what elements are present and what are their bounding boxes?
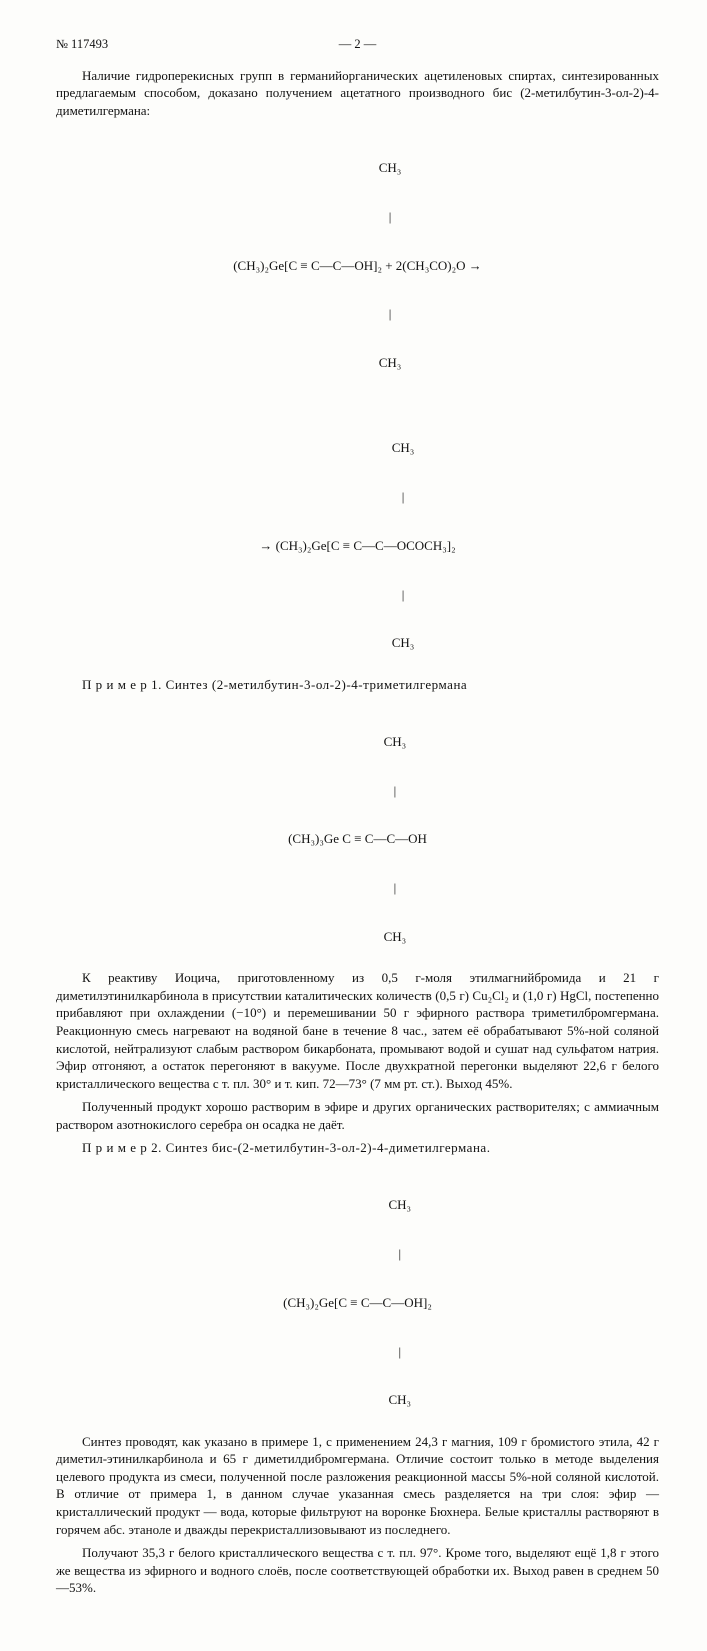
example-1-paragraph-1: К реактиву Иоцича, приготовленному из 0,… <box>56 969 659 1092</box>
structure-formula-1: CH₃ | (CH₃)₃Ge C ≡ C—C—OH | CH₃ <box>56 701 659 961</box>
formula1-l4: | <box>56 306 659 322</box>
formula2-l2: | <box>56 783 659 799</box>
page-number: — 2 — <box>108 36 607 53</box>
formula1-l8: → (CH₃)₂Ge[C ≡ C—C—OCOCH₃]₂ <box>56 538 659 554</box>
formula1-l9: | <box>56 587 659 603</box>
formula1-l1: CH₃ <box>56 160 659 176</box>
formula1-gap <box>56 404 659 408</box>
formula1-l3: (CH₃)₂Ge[C ≡ C—C—OH]₂ + 2(CH₃CO)₂O → <box>56 258 659 274</box>
formula3-l5: CH₃ <box>56 1392 659 1408</box>
formula1-l6: CH₃ <box>56 440 659 456</box>
formula1-l10: CH₃ <box>56 635 659 651</box>
formula2-l1: CH₃ <box>56 734 659 750</box>
formula3-l1: CH₃ <box>56 1197 659 1213</box>
formula3-l3: (CH₃)₂Ge[C ≡ C—C—OH]₂ <box>56 1295 659 1311</box>
formula2-l5: CH₃ <box>56 929 659 945</box>
formula2-l3: (CH₃)₃Ge C ≡ C—C—OH <box>56 831 659 847</box>
example-2-paragraph-2: Получают 35,3 г белого кристаллического … <box>56 1544 659 1597</box>
example-2-title: П р и м е р 2. Синтез бис-(2-метилбутин-… <box>56 1139 659 1157</box>
intro-paragraph: Наличие гидроперекисных групп в германий… <box>56 67 659 120</box>
formula3-l2: | <box>56 1246 659 1262</box>
structure-formula-2: CH₃ | (CH₃)₂Ge[C ≡ C—C—OH]₂ | CH₃ <box>56 1165 659 1425</box>
formula1-l5: CH₃ <box>56 355 659 371</box>
formula3-l4: | <box>56 1344 659 1360</box>
formula1-l7: | <box>56 489 659 505</box>
formula2-l4: | <box>56 880 659 896</box>
reaction-formula-1: CH₃ | (CH₃)₂Ge[C ≡ C—C—OH]₂ + 2(CH₃CO)₂O… <box>56 128 659 668</box>
example-2-paragraph-1: Синтез проводят, как указано в примере 1… <box>56 1433 659 1538</box>
doc-number: № 117493 <box>56 36 108 53</box>
page-header: № 117493 — 2 — № 117493 <box>56 36 659 53</box>
formula1-l2: | <box>56 209 659 225</box>
example-1-title: П р и м е р 1. Синтез (2-метилбутин-3-ол… <box>56 676 659 694</box>
example-1-paragraph-2: Полученный продукт хорошо растворим в эф… <box>56 1098 659 1133</box>
